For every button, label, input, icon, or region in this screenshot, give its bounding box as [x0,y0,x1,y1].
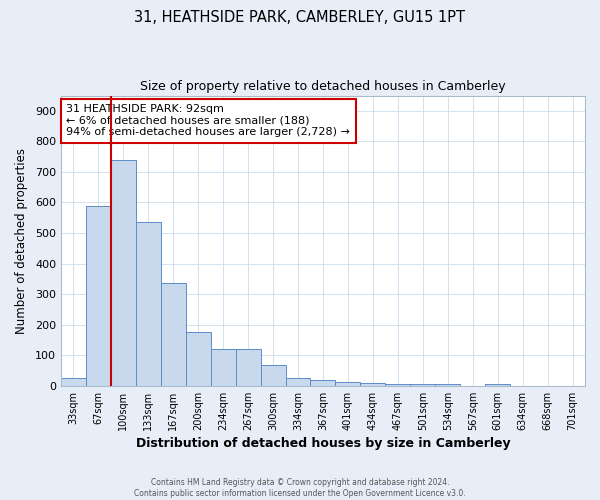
Text: Contains HM Land Registry data © Crown copyright and database right 2024.
Contai: Contains HM Land Registry data © Crown c… [134,478,466,498]
Bar [161,283,186,386]
Bar [485,384,510,386]
Bar [310,380,335,386]
X-axis label: Distribution of detached houses by size in Camberley: Distribution of detached houses by size … [136,437,510,450]
Bar [211,349,236,386]
Bar [61,378,86,386]
Bar [111,160,136,386]
Bar [286,378,310,386]
Bar [186,332,211,386]
Title: Size of property relative to detached houses in Camberley: Size of property relative to detached ho… [140,80,506,93]
Bar [385,384,410,386]
Bar [361,384,385,386]
Bar [136,222,161,386]
Text: 31, HEATHSIDE PARK, CAMBERLEY, GU15 1PT: 31, HEATHSIDE PARK, CAMBERLEY, GU15 1PT [134,10,466,25]
Bar [236,349,260,386]
Bar [335,382,361,386]
Text: 31 HEATHSIDE PARK: 92sqm
← 6% of detached houses are smaller (188)
94% of semi-d: 31 HEATHSIDE PARK: 92sqm ← 6% of detache… [66,104,350,138]
Bar [260,366,286,386]
Bar [410,384,435,386]
Y-axis label: Number of detached properties: Number of detached properties [15,148,28,334]
Bar [86,206,111,386]
Bar [435,384,460,386]
